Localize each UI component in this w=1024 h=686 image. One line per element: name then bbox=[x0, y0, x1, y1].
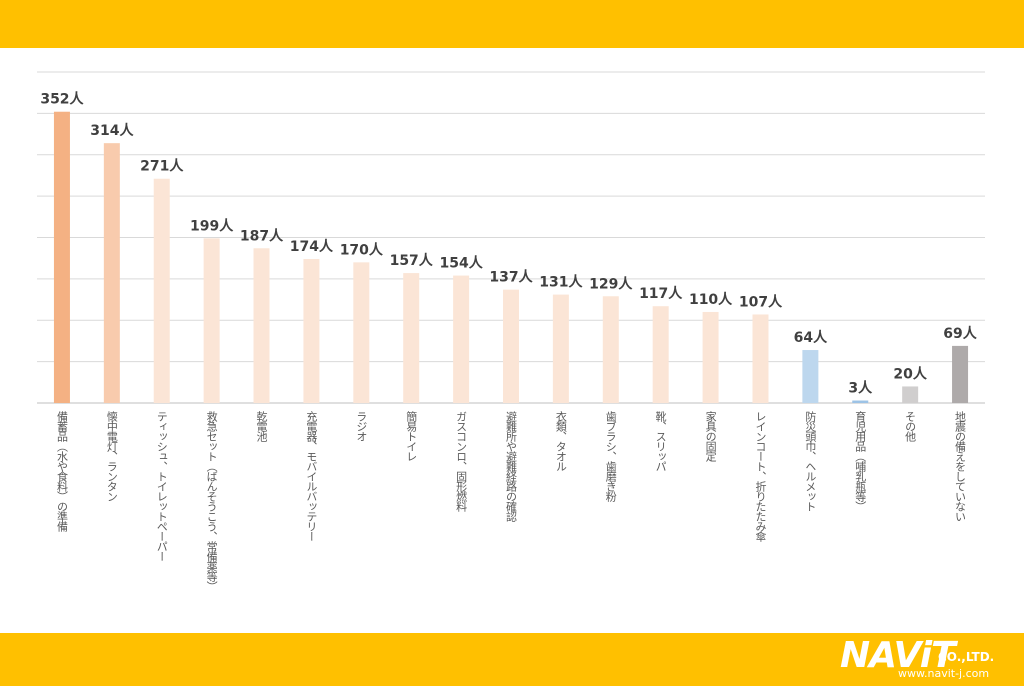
value-label: 157人 bbox=[390, 252, 434, 269]
bar bbox=[353, 262, 370, 403]
value-label: 187人 bbox=[240, 227, 284, 244]
value-label: 64人 bbox=[794, 329, 828, 346]
bar bbox=[453, 275, 470, 403]
category-label: 防災頭巾、ヘルメット bbox=[804, 410, 817, 511]
category-labels: 備蓄品（水や食料）の準備 懐中電灯、ランタン ティッシュ、トイレットペーパー 救急セッ… bbox=[55, 410, 966, 591]
category-label: 地震の備えをしていない bbox=[954, 411, 967, 521]
bar bbox=[552, 294, 569, 403]
value-label: 129人 bbox=[589, 275, 633, 292]
value-label: 314人 bbox=[90, 122, 134, 139]
logo-url: www.navit-j.com bbox=[898, 667, 990, 680]
bar-chart: 352人 314人 271人 199人 187人 174人 170人 157人 154人 137人… bbox=[37, 71, 985, 591]
bar bbox=[203, 238, 220, 403]
category-label: 衣類、タオル bbox=[554, 410, 567, 471]
category-label: 育児用品（哺乳瓶等） bbox=[854, 410, 867, 511]
value-label: 110人 bbox=[689, 291, 733, 308]
category-label: 避難所や避難経路の確認 bbox=[505, 410, 518, 522]
bottom-banner bbox=[0, 633, 1024, 686]
bar bbox=[602, 296, 619, 403]
bar bbox=[503, 289, 519, 403]
top-banner bbox=[0, 0, 1024, 48]
category-label: その他 bbox=[904, 411, 917, 442]
value-label: 69人 bbox=[943, 325, 977, 342]
category-label: 家具の固定 bbox=[704, 410, 717, 463]
category-label: 備蓄品（水や食料）の準備 bbox=[55, 411, 68, 533]
bar bbox=[103, 143, 120, 404]
bar bbox=[802, 350, 819, 403]
category-label: 懐中電灯、ランタン bbox=[105, 410, 118, 501]
value-label: 117人 bbox=[639, 285, 683, 302]
bar bbox=[153, 178, 170, 403]
bars bbox=[53, 111, 969, 404]
logo-suffix: CO.,LTD. bbox=[938, 650, 995, 664]
bar bbox=[702, 311, 719, 403]
company-logo: NAViT CO.,LTD. www.navit-j.com bbox=[840, 638, 1010, 682]
value-label: 199人 bbox=[190, 217, 234, 234]
bar bbox=[53, 111, 70, 403]
value-label: 174人 bbox=[290, 238, 334, 255]
bar bbox=[303, 259, 320, 403]
bar bbox=[852, 400, 869, 403]
category-label: 簡易トイレ bbox=[405, 410, 418, 461]
value-label: 352人 bbox=[40, 91, 84, 108]
value-label: 170人 bbox=[340, 241, 384, 258]
value-label: 137人 bbox=[489, 269, 533, 286]
bar bbox=[902, 386, 919, 403]
value-label: 20人 bbox=[893, 365, 927, 382]
value-label: 154人 bbox=[439, 255, 483, 272]
value-label: 107人 bbox=[739, 293, 783, 310]
value-labels: 352人 314人 271人 199人 187人 174人 170人 157人 154人 137人… bbox=[40, 91, 977, 397]
bar bbox=[952, 345, 969, 403]
category-label: 救急セット（ばんそうこう、常備薬等） bbox=[205, 410, 218, 591]
category-label: ガスコンロ、固形燃料 bbox=[455, 411, 468, 513]
category-label: ティッシュ、トイレットペーパー bbox=[155, 411, 168, 561]
value-label: 131人 bbox=[539, 274, 583, 291]
category-label: 歯ブラシ、歯磨き粉 bbox=[604, 411, 617, 502]
category-label: レインコート、折りたたみ傘 bbox=[754, 411, 767, 543]
category-label: 乾電池 bbox=[255, 411, 268, 442]
category-label: ラジオ bbox=[355, 411, 368, 441]
bar bbox=[752, 314, 769, 403]
value-label: 271人 bbox=[140, 158, 184, 175]
logo-name: NAViT bbox=[840, 635, 956, 676]
value-label: 3人 bbox=[848, 380, 873, 397]
bar bbox=[652, 306, 669, 403]
bar bbox=[403, 273, 420, 403]
bar bbox=[253, 248, 270, 403]
category-label: 靴、スリッパ bbox=[654, 410, 667, 471]
category-label: 充電器、モバイルバッテリー bbox=[305, 410, 318, 541]
